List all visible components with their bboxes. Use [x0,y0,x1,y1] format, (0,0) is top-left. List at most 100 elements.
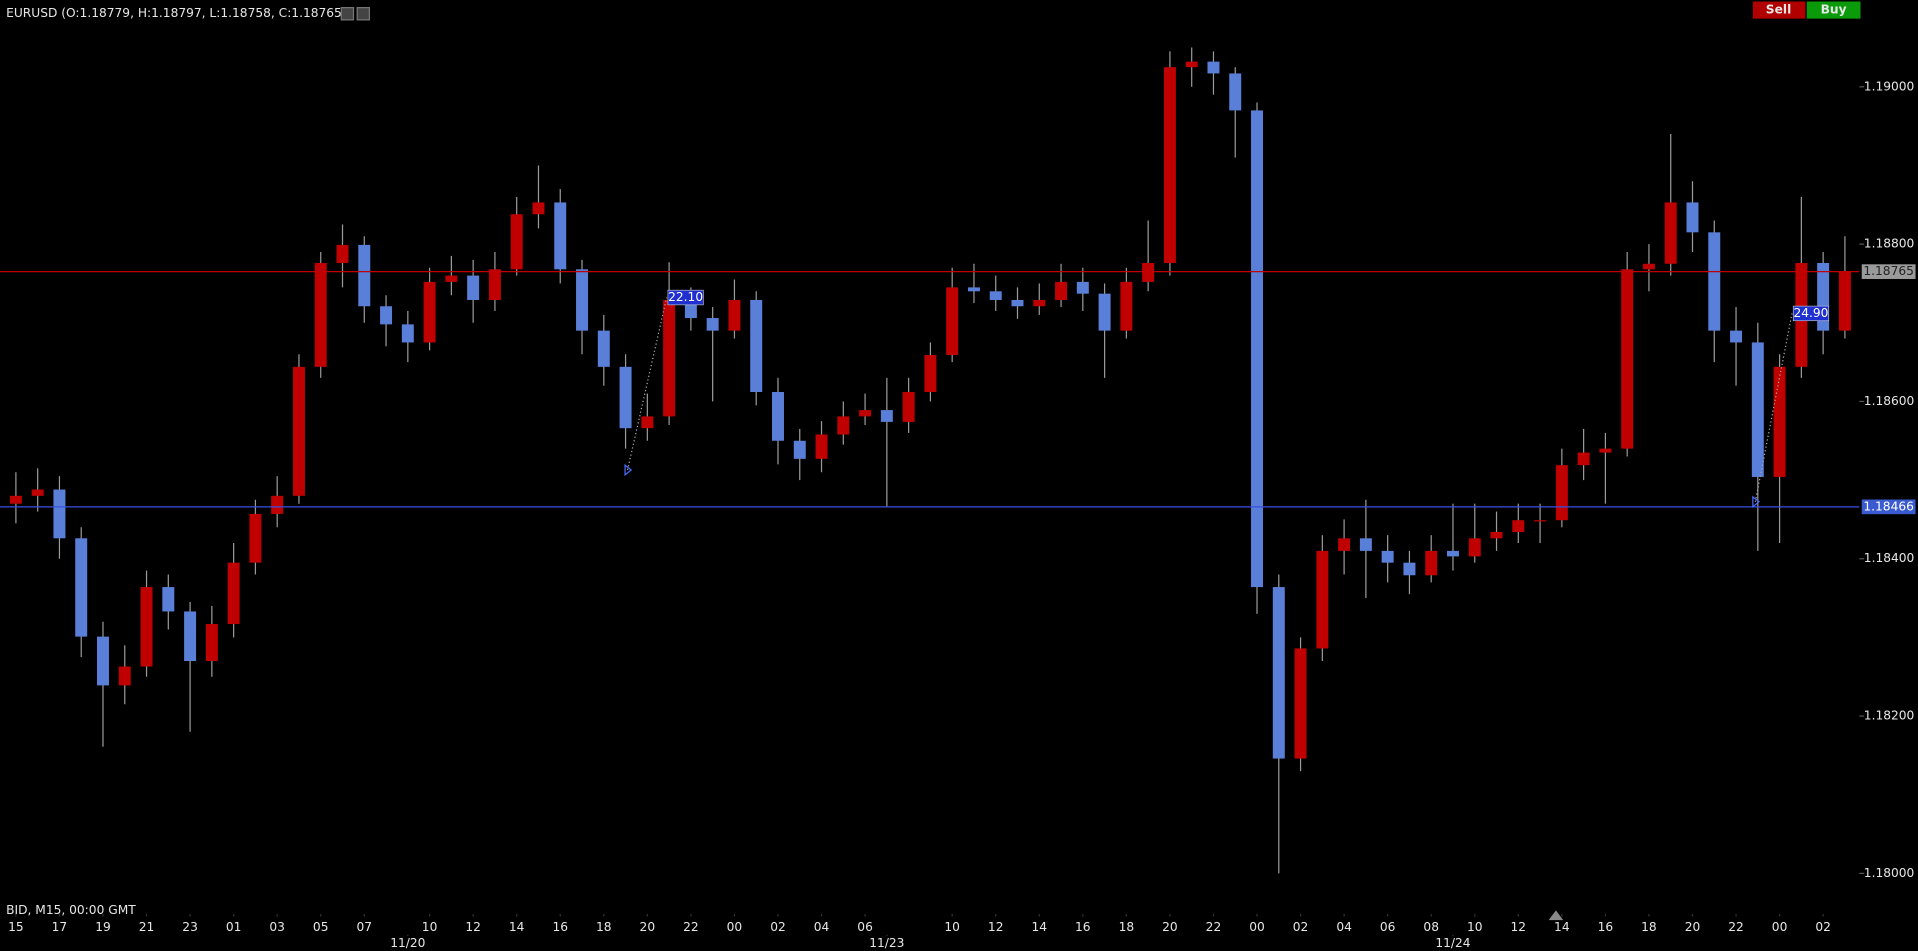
candle-body [336,244,349,263]
y-tick-label: 1.19000 [1864,79,1915,93]
candle-body [31,489,44,496]
candle-body [619,366,632,429]
date-tick-label: 11/24 [1435,936,1470,950]
x-tick-label: 02 [770,920,786,934]
candle-body [1446,550,1459,557]
candle-body [1098,293,1111,331]
candle-body [880,410,893,422]
x-tick-label: 22 [1206,920,1222,934]
x-tick-label: 12 [988,920,1004,934]
y-tick-label: 1.18200 [1864,709,1915,723]
candle-body [1381,550,1394,563]
x-tick-label: 05 [313,920,329,934]
candle-body [75,538,88,637]
candle-body [1272,587,1285,759]
candle-body [1555,465,1568,521]
candle-body [205,624,218,662]
candle-body [1338,538,1351,551]
candle-body [597,330,610,367]
candle-body [162,587,175,612]
candle-body [1664,202,1677,264]
y-tick-label: 1.18800 [1864,237,1915,251]
candle-body [1359,538,1372,551]
candle-body [1076,281,1089,294]
candle-body [401,324,414,343]
candle-body [1577,452,1590,466]
chart-title: EURUSD (O:1.18779, H:1.18797, L:1.18758,… [6,6,347,20]
price-line-label: 1.18466 [1863,499,1914,513]
x-tick-label: 00 [1249,920,1265,934]
candle-body [1185,61,1198,68]
measure-label: 24.90 [1793,306,1828,320]
candle-body [641,416,654,429]
candle-body [532,202,545,215]
candle-body [1142,262,1155,282]
x-tick-label: 18 [596,920,612,934]
x-tick-label: 22 [1728,920,1744,934]
candle-body [380,306,393,325]
candle-body [467,275,480,300]
x-tick-label: 10 [944,920,960,934]
candle-body [728,299,741,331]
x-tick-label: 15 [8,920,24,934]
candle-body [1773,366,1786,477]
candle-body [1642,263,1655,270]
sell-label[interactable]: Sell [1766,3,1791,17]
x-tick-label: 04 [1336,920,1352,934]
refresh-icon[interactable] [356,7,371,21]
y-tick-label: 1.18600 [1864,394,1915,408]
buy-label[interactable]: Buy [1821,3,1847,17]
candle-body [1403,562,1416,576]
measure-start [624,463,633,477]
x-tick-label: 18 [1119,920,1135,934]
candle-body [423,281,436,343]
candle-body [1599,448,1612,453]
y-tick-label: 1.18400 [1864,551,1915,565]
x-tick-label: 16 [1598,920,1614,934]
candle-body [902,391,915,422]
candle-body [1120,281,1133,331]
candle-body [488,269,501,300]
measure-tag [1792,305,1830,322]
scroll-marker[interactable] [1548,910,1564,921]
x-tick-label: 12 [465,920,481,934]
x-tick-label: 06 [857,920,873,934]
candle-body [314,262,327,367]
x-tick-label: 10 [1467,920,1483,934]
candle-body [1163,67,1176,263]
measure-label: 22.10 [668,290,703,304]
x-tick-label: 01 [226,920,242,934]
candle-body [249,513,262,563]
x-tick-label: 00 [1772,920,1788,934]
settings-icon[interactable] [340,7,355,21]
candle-body [1817,262,1830,331]
candle-body [140,587,153,667]
buy-button[interactable] [1806,1,1861,19]
x-tick-label: 16 [1075,920,1091,934]
candle-body [9,495,22,504]
candle-body [815,434,828,459]
measure-line [626,297,668,471]
x-tick-label: 20 [1162,920,1178,934]
candle-body [1425,550,1438,576]
candle-body [771,391,784,441]
x-tick-label: 21 [139,920,155,934]
measure-tag [667,289,704,306]
candle-body [663,299,676,417]
x-tick-label: 04 [814,920,830,934]
candle-body [1055,281,1068,300]
candle-body [1512,520,1525,533]
candle-body [946,287,959,356]
price-line-tag [1861,264,1916,279]
x-tick-label: 12 [1511,920,1527,934]
price-line-label: 1.18765 [1863,264,1914,278]
sell-button[interactable] [1752,1,1806,19]
candle-body [1033,299,1046,307]
x-tick-label: 14 [1554,920,1570,934]
x-tick-label: 03 [269,920,285,934]
x-tick-label: 19 [95,920,111,934]
candle-body [1751,342,1764,477]
candle-body [445,275,458,282]
candle-body [684,299,697,319]
